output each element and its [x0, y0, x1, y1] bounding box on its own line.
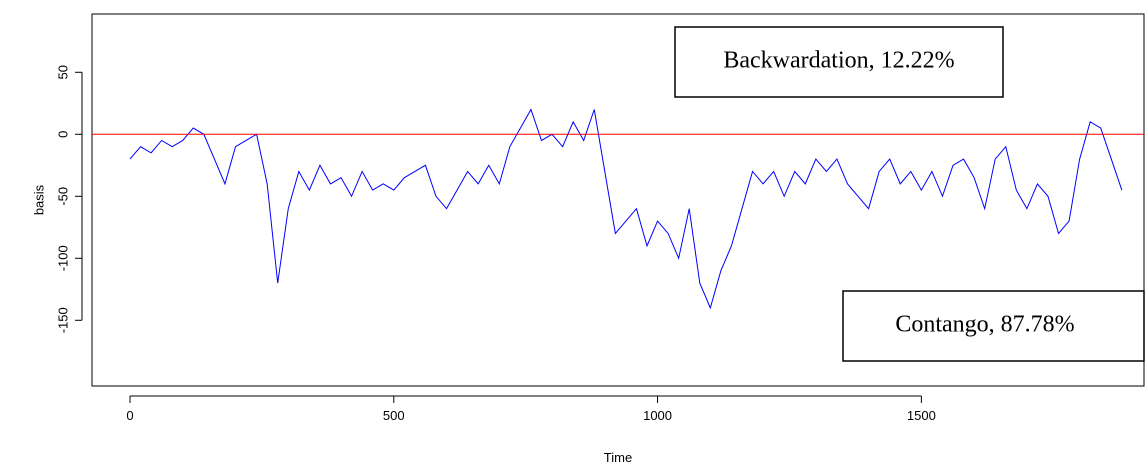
plot-box [91, 13, 1145, 387]
annotation: Backwardation, 12.22% [723, 48, 954, 74]
y-tick-label: -150 [55, 307, 70, 333]
y-tick-label: 50 [55, 65, 70, 79]
x-axis-label: Time [604, 450, 632, 465]
x-tick-label: 1500 [907, 408, 936, 423]
annotation-box [674, 26, 1004, 98]
x-tick-label: 0 [126, 408, 133, 423]
data-line [129, 108, 1123, 310]
y-tick-label: 0 [55, 131, 70, 138]
annotation-box [842, 290, 1145, 362]
x-tick-label: 1000 [643, 408, 672, 423]
y-tick-label: -50 [55, 187, 70, 206]
y-axis-label: basis [31, 184, 46, 215]
annotation: Contango, 87.78% [895, 312, 1074, 338]
y-tick-label: -100 [55, 245, 70, 271]
x-tick-label: 500 [383, 408, 405, 423]
